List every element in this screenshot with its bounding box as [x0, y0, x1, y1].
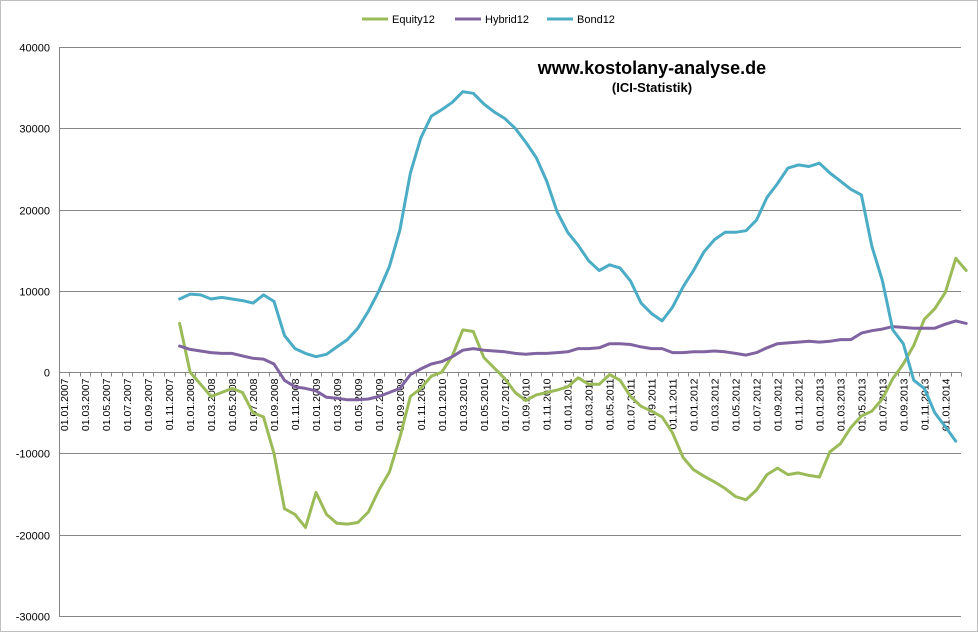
y-tick-label: -10000	[16, 449, 50, 461]
watermark: www.kostolany-analyse.de (ICI-Statistik)	[537, 58, 766, 95]
x-tick-label: 01.09.2010	[521, 378, 533, 431]
x-tick-label: 01.11.2007	[164, 378, 176, 430]
y-axis-tick-labels: 40000 30000 20000 10000 0 -10000 -20000 -30000	[16, 43, 50, 624]
series-line-equity12	[178, 256, 968, 529]
x-tick-label: 01.05.2008	[227, 378, 239, 431]
x-tick-label: 01.09.2011	[647, 378, 659, 430]
x-tick-label: 01.05.2012	[731, 378, 743, 431]
series-lines	[178, 90, 968, 529]
y-tick-label: -20000	[16, 531, 50, 543]
x-tick-label: 01.05.2013	[856, 378, 868, 431]
x-tick-label: 01.11.2013	[919, 378, 931, 430]
x-tick-label: 01.05.2009	[353, 378, 365, 431]
x-tick-label: 01.01.2014	[940, 378, 952, 431]
x-tick-label: 01.05.2011	[605, 378, 617, 430]
x-tick-label: 01.11.2012	[793, 378, 805, 430]
x-tick-label: 01.07.2009	[374, 378, 386, 431]
x-tick-label: 01.01.2010	[437, 378, 449, 431]
y-tick-label: 30000	[19, 124, 50, 136]
x-tick-label: 01.07.2012	[751, 378, 763, 431]
x-tick-label: 01.09.2013	[898, 378, 910, 431]
legend-label-bond12: Bond12	[577, 14, 615, 26]
x-tick-label: 01.11.2010	[542, 378, 554, 430]
legend: Equity12 Hybrid12 Bond12	[362, 14, 615, 26]
x-tick-label: 01.03.2008	[206, 378, 218, 431]
x-tick-label: 01.05.2010	[479, 378, 491, 431]
x-tick-label: 01.07.2010	[500, 378, 512, 431]
axes	[59, 47, 962, 616]
chart-subtitle: (ICI-Statistik)	[612, 80, 692, 95]
chart-title: www.kostolany-analyse.de	[537, 58, 766, 78]
y-tick-label: 0	[44, 368, 50, 380]
x-tick-label: 01.01.2012	[689, 378, 701, 431]
series-line-bond12	[178, 90, 958, 443]
x-tick-label: 01.11.2011	[668, 378, 680, 429]
y-tick-label: 20000	[19, 206, 50, 218]
y-tick-label: 40000	[19, 43, 50, 55]
x-tick-label: 01.03.2007	[80, 378, 92, 431]
x-tick-label: 01.01.2009	[311, 378, 323, 431]
y-tick-label: 10000	[19, 287, 50, 299]
x-tick-label: 01.07.2008	[248, 378, 260, 431]
x-tick-label: 01.01.2013	[814, 378, 826, 431]
x-tick-label: 01.07.2011	[626, 378, 638, 430]
legend-label-hybrid12: Hybrid12	[485, 14, 529, 26]
x-tick-label: 01.03.2009	[332, 378, 344, 431]
x-tick-label: 01.09.2012	[772, 378, 784, 431]
x-tick-label: 01.05.2007	[101, 378, 113, 431]
x-axis-tick-labels: 01.01.2007 01.03.2007 01.05.2007 01.07.2007…	[59, 378, 952, 431]
x-tick-label: 01.07.2007	[122, 378, 134, 431]
x-tick-label: 01.01.2011	[563, 378, 575, 430]
y-tick-label: -30000	[16, 612, 50, 624]
x-tick-label: 01.03.2010	[458, 378, 470, 431]
legend-label-equity12: Equity12	[392, 14, 435, 26]
x-tick-label: 01.01.2008	[185, 378, 197, 431]
x-tick-label: 01.03.2011	[584, 378, 596, 430]
x-tick-label: 01.03.2013	[835, 378, 847, 431]
x-tick-label: 01.03.2012	[710, 378, 722, 431]
x-tick-label: 01.09.2007	[143, 378, 155, 431]
x-tick-label: 01.11.2008	[290, 378, 302, 430]
x-tick-label: 01.01.2007	[59, 378, 71, 431]
series-line-hybrid12	[178, 319, 968, 402]
x-tick-label: 01.09.2008	[269, 378, 281, 431]
